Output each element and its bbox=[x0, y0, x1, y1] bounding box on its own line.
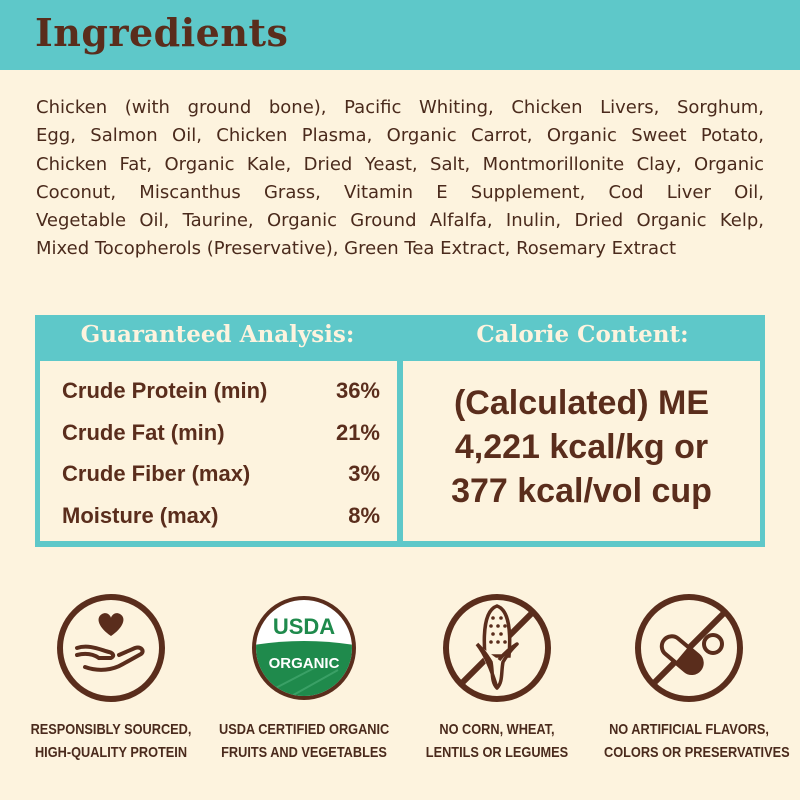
analysis-label: Crude Protein (min) bbox=[62, 378, 268, 403]
analysis-label: Crude Fiber (max) bbox=[62, 461, 251, 486]
analysis-row: Moisture (max) 8% bbox=[62, 503, 380, 529]
seal-usda-text: USDA bbox=[273, 614, 335, 639]
analysis-row: Crude Protein (min) 36% bbox=[62, 378, 380, 404]
analysis-row: Crude Fat (min) 21% bbox=[62, 420, 380, 446]
nutrition-box: Guaranteed Analysis: Calorie Content: Cr… bbox=[35, 315, 765, 547]
badge-label-line: COLORS OR PRESERVATIVES bbox=[604, 744, 790, 761]
ingredients-list: Chicken (with ground bone), Pacific Whit… bbox=[36, 94, 764, 264]
badge-label: NO CORN, WHEAT, LENTILS OR LEGUMES bbox=[412, 718, 582, 764]
no-corn-icon bbox=[443, 594, 551, 702]
seal-organic-text: ORGANIC bbox=[269, 655, 340, 672]
badge-label-line: RESPONSIBLY SOURCED, bbox=[30, 721, 192, 738]
analysis-label: Moisture (max) bbox=[62, 503, 219, 528]
no-pills-icon bbox=[635, 594, 743, 702]
calorie-panel: (Calculated) ME 4,221 kcal/kg or 377 kca… bbox=[403, 361, 760, 541]
calorie-text: (Calculated) ME 4,221 kcal/kg or 377 kca… bbox=[403, 381, 760, 513]
calorie-line: 377 kcal/vol cup bbox=[451, 472, 712, 510]
badge-label-line: LENTILS OR LEGUMES bbox=[425, 744, 569, 761]
badge-usda-organic: USDA ORGANIC USDA CERTIFIED ORGANIC FRUI… bbox=[204, 592, 404, 764]
ingredients-line: Chicken Fat, Organic Kale, Dried Yeast, … bbox=[36, 153, 764, 175]
header-band: Ingredients bbox=[0, 0, 800, 70]
hand-heart-icon bbox=[57, 594, 165, 702]
analysis-heading: Guaranteed Analysis: bbox=[80, 321, 355, 348]
calorie-line: 4,221 kcal/kg or bbox=[454, 428, 709, 466]
usda-organic-seal: USDA ORGANIC bbox=[252, 596, 356, 700]
badge-no-corn: NO CORN, WHEAT, LENTILS OR LEGUMES bbox=[397, 592, 597, 764]
ingredients-line: Egg, Salmon Oil, Chicken Plasma, Organic… bbox=[36, 125, 764, 147]
badge-responsibly-sourced: RESPONSIBLY SOURCED, HIGH-QUALITY PROTEI… bbox=[11, 592, 211, 764]
badge-label-line: NO ARTIFICIAL FLAVORS, bbox=[609, 721, 769, 738]
badge-label: RESPONSIBLY SOURCED, HIGH-QUALITY PROTEI… bbox=[26, 718, 196, 764]
badge-no-artificial: NO ARTIFICIAL FLAVORS, COLORS OR PRESERV… bbox=[589, 592, 790, 764]
analysis-value: 8% bbox=[348, 503, 380, 528]
calorie-heading: Calorie Content: bbox=[476, 321, 689, 348]
badge-label-line: HIGH-QUALITY PROTEIN bbox=[34, 744, 188, 761]
badge-label-line: USDA CERTIFIED ORGANIC bbox=[219, 721, 390, 738]
analysis-value: 21% bbox=[335, 420, 380, 445]
calorie-line: (Calculated) ME bbox=[453, 384, 710, 422]
ingredients-line: Chicken (with ground bone), Pacific Whit… bbox=[36, 97, 764, 118]
badge-label-line: NO CORN, WHEAT, bbox=[439, 721, 555, 738]
badge-label: NO ARTIFICIAL FLAVORS, COLORS OR PRESERV… bbox=[604, 718, 790, 764]
page-title: Ingredients bbox=[35, 10, 289, 55]
ingredients-line: Coconut, Miscanthus Grass, Vitamin E Sup… bbox=[36, 181, 764, 203]
analysis-value: 36% bbox=[335, 378, 380, 403]
ingredients-line: Mixed Tocopherols (Preservative), Green … bbox=[36, 238, 677, 260]
analysis-value: 3% bbox=[348, 461, 380, 486]
analysis-panel: Crude Protein (min) 36% Crude Fat (min) 21… bbox=[40, 361, 397, 541]
analysis-row: Crude Fiber (max) 3% bbox=[62, 461, 380, 487]
analysis-label: Crude Fat (min) bbox=[62, 420, 225, 445]
badge-label: USDA CERTIFIED ORGANIC FRUITS AND VEGETA… bbox=[219, 718, 389, 764]
ingredients-line: Vegetable Oil, Taurine, Organic Ground A… bbox=[36, 210, 764, 232]
badge-label-line: FRUITS AND VEGETABLES bbox=[221, 744, 387, 761]
